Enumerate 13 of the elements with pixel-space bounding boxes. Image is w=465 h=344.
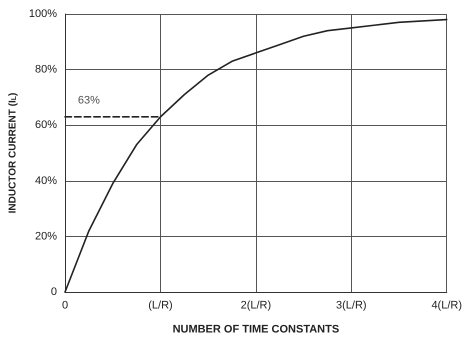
y-tick-label: 80% <box>35 64 58 76</box>
y-tick-label: 40% <box>35 174 58 187</box>
x-tick-label: 3(L/R) <box>336 300 367 312</box>
y-tick-label: 20% <box>35 230 58 242</box>
annotation: 63% <box>78 94 100 106</box>
y-tick-label: 60% <box>35 119 58 132</box>
y-tick-label: 100% <box>28 8 58 20</box>
y-tick-label: 0 <box>50 286 58 298</box>
x-tick-label: 0 <box>62 300 68 312</box>
x-tick-label: 4(L/R) <box>431 300 462 312</box>
x-tick-label: 2(L/R) <box>240 300 272 312</box>
x-tick-label: (L/R) <box>148 300 173 312</box>
x-axis-title: NUMBER OF TIME CONSTANTS <box>172 324 340 336</box>
